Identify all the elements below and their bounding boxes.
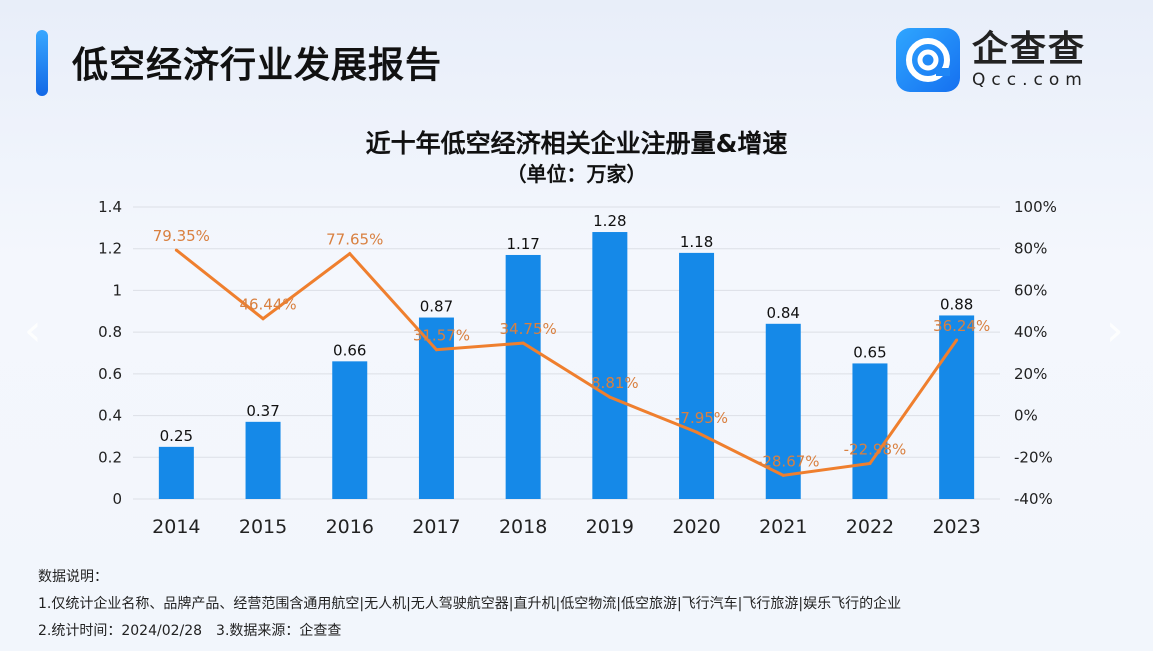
notes-line-2: 2.统计时间：2024/02/28 3.数据来源：企查查	[38, 623, 342, 639]
notes-heading: 数据说明：	[38, 569, 108, 585]
logo-text-cn: 企查查	[972, 29, 1087, 70]
left-tick-label: 0.8	[98, 323, 122, 341]
line-label: -7.95%	[675, 409, 728, 427]
logo: 企查查 Qcc.com	[896, 28, 1088, 92]
x-tick-label: 2014	[152, 516, 200, 538]
logo-text-en: Qcc.com	[972, 70, 1088, 90]
line-label: 77.65%	[326, 231, 383, 249]
left-tick-label: 1.4	[98, 198, 122, 216]
bar-label: 1.18	[680, 233, 713, 251]
x-tick-label: 2023	[932, 516, 980, 538]
right-tick-label: 100%	[1014, 198, 1057, 216]
line-point	[261, 317, 265, 321]
bar	[245, 421, 281, 499]
line-point	[174, 248, 178, 252]
left-tick-label: 1.2	[98, 240, 122, 258]
bar-label: 0.37	[246, 402, 279, 420]
line-label: 34.75%	[500, 320, 557, 338]
line-point	[955, 338, 959, 342]
x-tick-label: 2022	[846, 516, 894, 538]
bar	[332, 361, 368, 499]
bar	[505, 254, 541, 499]
left-tick-label: 1	[112, 281, 122, 299]
chart-subtitle: （单位：万家）	[506, 162, 647, 186]
bar	[939, 315, 975, 499]
right-tick-label: -20%	[1014, 448, 1053, 466]
bar	[852, 363, 888, 499]
growth-line	[175, 248, 958, 477]
prev-slide-button[interactable]: ‹	[24, 305, 42, 356]
x-tick-label: 2015	[239, 516, 287, 538]
line-point	[521, 341, 525, 345]
chart-title: 近十年低空经济相关企业注册量&增速	[365, 129, 788, 158]
line-label: 36.24%	[933, 317, 990, 335]
bar-label: 1.28	[593, 212, 626, 230]
left-tick-label: 0.6	[98, 365, 122, 383]
left-tick-label: 0.4	[98, 407, 122, 425]
bar-label: 0.66	[333, 341, 366, 359]
bar-label: 0.25	[160, 427, 193, 445]
line-point	[348, 252, 352, 256]
bar-label: 1.17	[506, 235, 539, 253]
line-label: 79.35%	[153, 227, 210, 245]
right-tick-label: 60%	[1014, 281, 1047, 299]
x-tick-label: 2021	[759, 516, 807, 538]
right-tick-label: 40%	[1014, 323, 1047, 341]
line-point	[608, 395, 612, 399]
x-tick-label: 2020	[672, 516, 720, 538]
title-accent-bar	[36, 30, 48, 96]
line-label: 8.81%	[591, 374, 639, 392]
line-label: 46.44%	[239, 296, 296, 314]
right-tick-label: 0%	[1014, 407, 1038, 425]
right-tick-label: 20%	[1014, 365, 1047, 383]
bar	[592, 232, 628, 499]
bar	[418, 317, 454, 499]
bar	[679, 252, 715, 499]
line-label: 31.57%	[413, 327, 470, 345]
x-tick-label: 2016	[326, 516, 374, 538]
qcc-logo-icon	[896, 28, 960, 92]
line-label: -28.67%	[757, 452, 820, 470]
data-notes: 数据说明： 1.仅统计企业名称、品牌产品、经营范围含通用航空|无人机|无人驾驶航…	[38, 564, 901, 645]
page-title: 低空经济行业发展报告	[72, 45, 443, 86]
line-label: -22.98%	[844, 441, 907, 459]
x-tick-label: 2018	[499, 516, 547, 538]
bar-label: 0.65	[853, 343, 886, 361]
next-slide-button[interactable]: ›	[1106, 305, 1124, 356]
bar-label: 0.88	[940, 295, 973, 313]
x-tick-label: 2019	[586, 516, 634, 538]
line-point	[434, 348, 438, 352]
left-tick-label: 0	[112, 490, 122, 508]
notes-line-1: 1.仅统计企业名称、品牌产品、经营范围含通用航空|无人机|无人驾驶航空器|直升机…	[38, 596, 902, 612]
x-tick-label: 2017	[412, 516, 460, 538]
line-point	[868, 462, 872, 466]
right-tick-label: 80%	[1014, 240, 1047, 258]
left-tick-label: 0.2	[98, 448, 122, 466]
bar	[158, 446, 194, 499]
line-point	[781, 473, 785, 477]
bar-label: 0.87	[420, 298, 453, 316]
bar-label: 0.84	[767, 304, 800, 322]
line-point	[695, 430, 699, 434]
right-tick-label: -40%	[1014, 490, 1053, 508]
